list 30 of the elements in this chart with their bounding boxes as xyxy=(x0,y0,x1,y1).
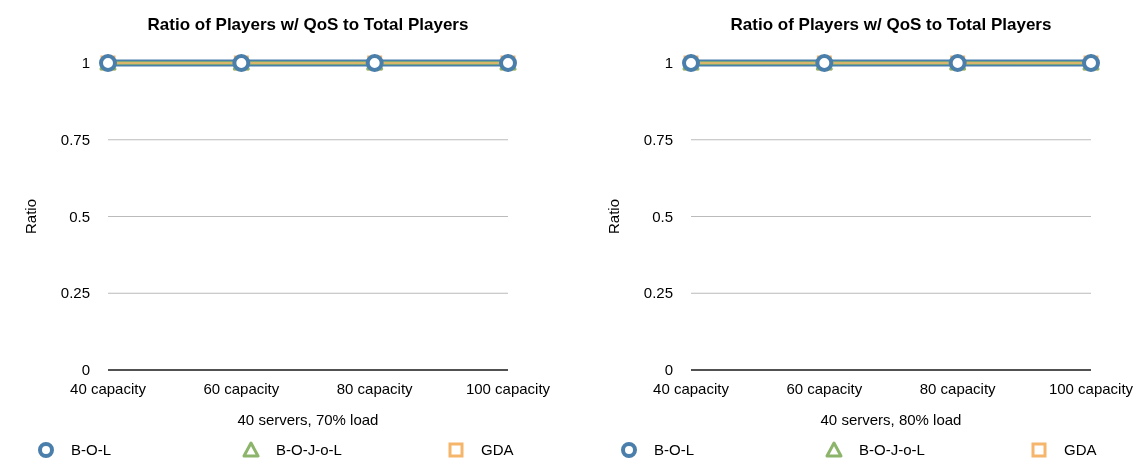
x-tick-label: 60 capacity xyxy=(203,380,280,397)
y-axis-title: Ratio xyxy=(22,198,39,235)
chart-title: Ratio of Players w/ QoS to Total Players xyxy=(147,15,469,34)
legend-label: GDA xyxy=(1064,441,1097,458)
y-axis-title: Ratio xyxy=(605,198,622,235)
y-tick-label: 0.5 xyxy=(652,207,673,225)
y-tick-label: 0.25 xyxy=(643,284,673,302)
x-tick-label: 40 capacity xyxy=(653,380,730,397)
x-tick-label: 40 capacity xyxy=(70,380,147,397)
y-tick-label: 0.75 xyxy=(643,130,673,148)
chart-title: Ratio of Players w/ QoS to Total Players xyxy=(730,15,1052,34)
x-tick-label: 80 capacity xyxy=(919,380,997,397)
legend-label: GDA xyxy=(481,441,514,458)
x-tick-label: 80 capacity xyxy=(336,380,414,397)
y-tick-label: 1 xyxy=(664,54,673,71)
legend-label: B-O-L xyxy=(654,441,695,458)
legend-label: B-O-L xyxy=(71,441,112,458)
x-axis-title: 40 servers, 70% load xyxy=(237,411,379,428)
y-tick-label: 0.75 xyxy=(60,130,90,148)
y-tick-label: 1 xyxy=(81,54,90,71)
x-axis-title: 40 servers, 80% load xyxy=(820,411,962,428)
legend-label: B-O-J-o-L xyxy=(859,441,925,458)
x-tick-label: 100 capacity xyxy=(1048,380,1134,397)
x-tick-label: 100 capacity xyxy=(465,380,551,397)
y-tick-label: 0.5 xyxy=(69,207,90,225)
y-tick-label: 0 xyxy=(664,361,673,378)
y-tick-label: 0 xyxy=(81,361,90,378)
x-tick-label: 60 capacity xyxy=(786,380,863,397)
legend-label: B-O-J-o-L xyxy=(276,441,342,458)
y-tick-label: 0.25 xyxy=(60,284,90,302)
